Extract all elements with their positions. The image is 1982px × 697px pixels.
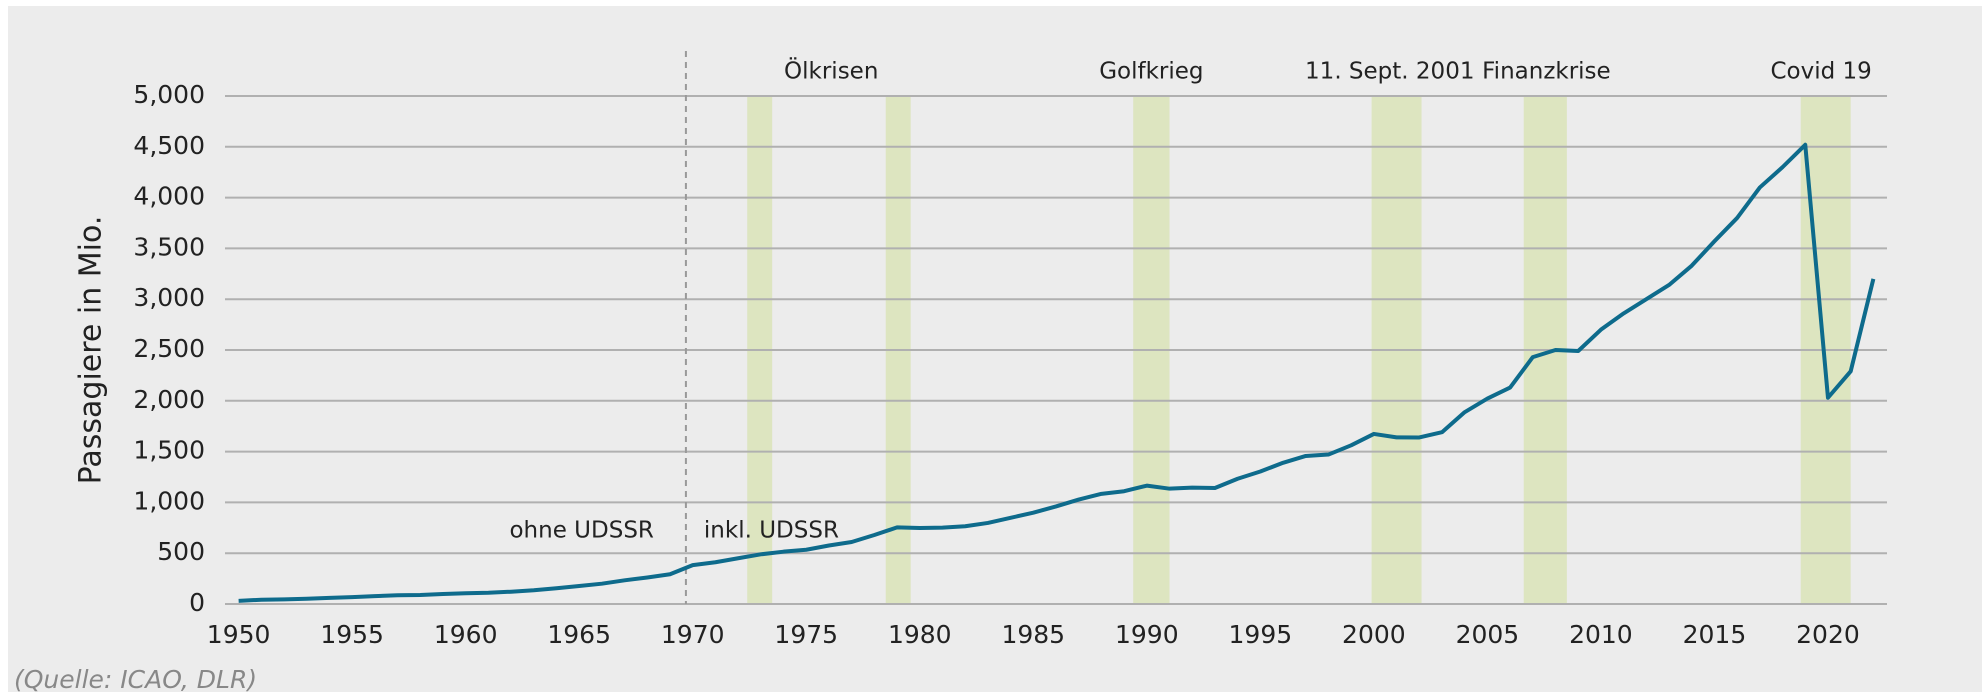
y-tick-label: 500 bbox=[157, 537, 205, 566]
x-tick-label: 1960 bbox=[434, 620, 498, 649]
annotation: Ölkrisen bbox=[784, 57, 878, 85]
y-tick-label: 1,500 bbox=[133, 436, 205, 465]
x-tick-label: 1995 bbox=[1229, 620, 1293, 649]
annotation: Covid 19 bbox=[1770, 59, 1871, 85]
annotation: Golfkrieg bbox=[1099, 59, 1203, 85]
x-tick-label: 1955 bbox=[320, 620, 384, 649]
y-tick-label: 5,000 bbox=[133, 80, 205, 109]
annotation: Finanzkrise bbox=[1482, 59, 1611, 85]
x-tick-label: 1975 bbox=[774, 620, 838, 649]
x-tick-label: 1965 bbox=[547, 620, 611, 649]
x-tick-label: 1980 bbox=[888, 620, 952, 649]
x-tick-label: 2000 bbox=[1342, 620, 1406, 649]
x-tick-label: 2010 bbox=[1569, 620, 1633, 649]
x-tick-label: 1950 bbox=[207, 620, 271, 649]
y-tick-label: 4,000 bbox=[133, 182, 205, 211]
y-tick-label: 2,000 bbox=[133, 385, 205, 414]
y-tick-label: 3,500 bbox=[133, 232, 205, 261]
y-tick-label: 0 bbox=[189, 588, 205, 617]
annotation: 11. Sept. 2001 bbox=[1305, 59, 1474, 85]
x-tick-label: 1970 bbox=[661, 620, 725, 649]
y-tick-label: 1,000 bbox=[133, 486, 205, 515]
y-tick-label: 4,500 bbox=[133, 131, 205, 160]
divider-label: ohne UDSSR bbox=[509, 518, 653, 544]
source: (Quelle: ICAO, DLR) bbox=[14, 665, 257, 694]
x-tick-label: 2015 bbox=[1683, 620, 1747, 649]
y-tick-label: 3,000 bbox=[133, 283, 205, 312]
y-axis-label: Passagiere in Mio. bbox=[74, 216, 109, 485]
y-tick-label: 2,500 bbox=[133, 334, 205, 363]
line bbox=[238, 142, 1876, 603]
divider-label: inkl. UDSSR bbox=[704, 518, 839, 544]
x-tick-label: 1990 bbox=[1115, 620, 1179, 649]
x-tick-label: 2005 bbox=[1456, 620, 1520, 649]
x-tick-label: 2020 bbox=[1796, 620, 1860, 649]
x-tick-label: 1985 bbox=[1001, 620, 1065, 649]
